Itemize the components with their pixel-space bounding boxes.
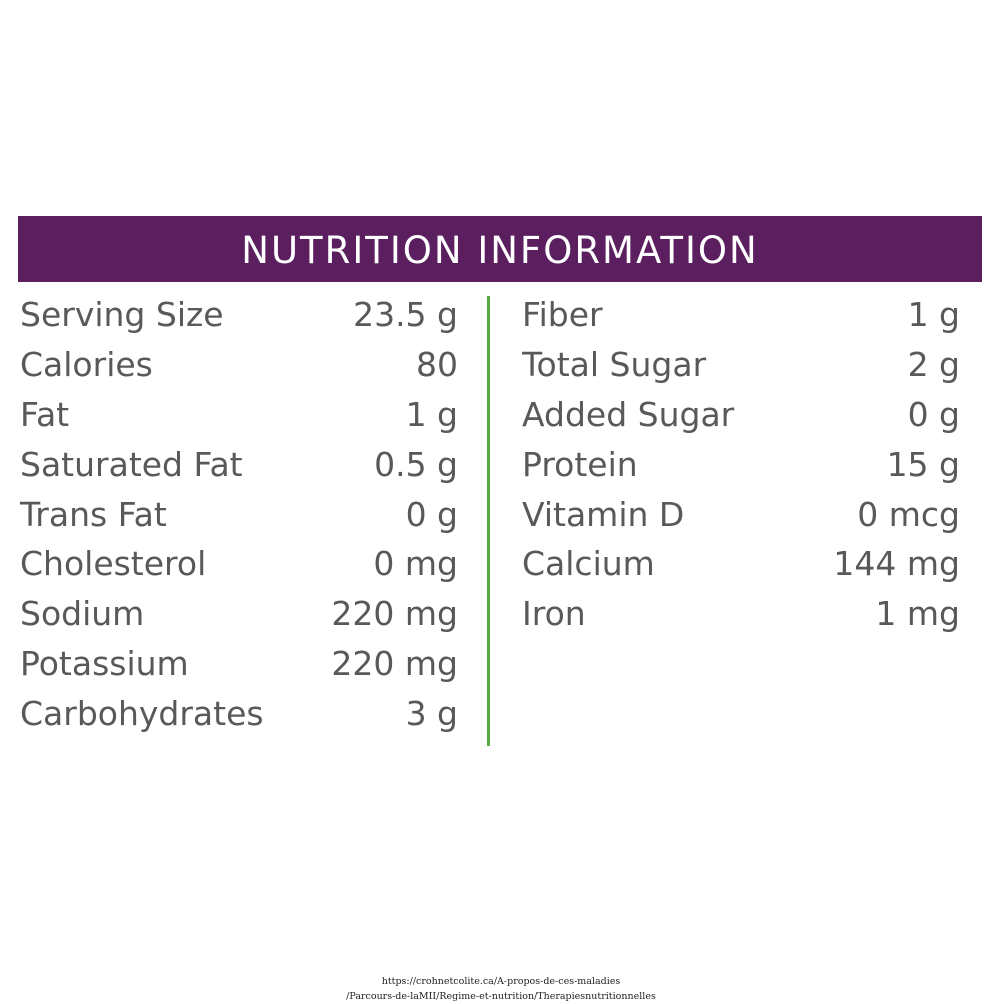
nutrient-value: 80 (416, 345, 458, 385)
list-item: Saturated Fat 0.5 g (20, 439, 458, 489)
list-item: Carbohydrates 3 g (20, 688, 458, 738)
nutrient-label: Iron (522, 594, 586, 634)
nutrient-value: 23.5 g (353, 295, 458, 335)
source-url-line-2: /Parcours-de-laMII/Regime-et-nutrition/T… (346, 991, 656, 1002)
nutrient-value: 220 mg (331, 594, 458, 634)
nutrient-value: 0.5 g (374, 444, 458, 484)
nutrition-list-right: Fiber 1 g Total Sugar 2 g Added Sugar 0 … (522, 290, 960, 639)
nutrient-value: 144 mg (833, 544, 960, 584)
list-item: Calories 80 (20, 340, 458, 390)
nutrient-value: 3 g (405, 693, 458, 733)
column-divider (487, 296, 490, 746)
list-item: Trans Fat 0 g (20, 489, 458, 539)
nutrient-label: Serving Size (20, 295, 224, 335)
list-item: Fat 1 g (20, 390, 458, 440)
list-item: Vitamin D 0 mcg (522, 489, 960, 539)
nutrient-value: 0 mcg (857, 494, 960, 534)
nutrient-label: Carbohydrates (20, 693, 264, 733)
nutrient-label: Fiber (522, 295, 603, 335)
nutrient-value: 15 g (886, 444, 960, 484)
nutrient-label: Trans Fat (20, 494, 167, 534)
nutrient-label: Potassium (20, 643, 189, 683)
list-item: Serving Size 23.5 g (20, 290, 458, 340)
header-bar: NUTRITION INFORMATION (18, 216, 982, 282)
nutrient-value: 1 g (405, 394, 458, 434)
nutrient-label: Saturated Fat (20, 444, 243, 484)
nutrient-value: 2 g (907, 345, 960, 385)
list-item: Fiber 1 g (522, 290, 960, 340)
list-item: Potassium 220 mg (20, 639, 458, 689)
nutrient-value: 0 g (405, 494, 458, 534)
nutrient-label: Total Sugar (522, 345, 707, 385)
nutrient-label: Vitamin D (522, 494, 685, 534)
nutrient-value: 220 mg (331, 643, 458, 683)
nutrition-list-left: Serving Size 23.5 g Calories 80 Fat 1 g … (20, 290, 458, 738)
nutrient-value: 1 mg (875, 594, 960, 634)
list-item: Cholesterol 0 mg (20, 539, 458, 589)
list-item: Iron 1 mg (522, 589, 960, 639)
nutrient-label: Sodium (20, 594, 145, 634)
nutrient-label: Protein (522, 444, 638, 484)
list-item: Calcium 144 mg (522, 539, 960, 589)
nutrient-label: Calories (20, 345, 153, 385)
nutrient-label: Cholesterol (20, 544, 207, 584)
list-item: Added Sugar 0 g (522, 390, 960, 440)
list-item: Total Sugar 2 g (522, 340, 960, 390)
nutrient-value: 1 g (907, 295, 960, 335)
list-item: Sodium 220 mg (20, 589, 458, 639)
nutrient-value: 0 g (907, 394, 960, 434)
source-url-line-1: https://crohnetcolite.ca/A-propos-de-ces… (381, 976, 621, 987)
nutrient-label: Added Sugar (522, 394, 735, 434)
nutrient-label: Fat (20, 394, 70, 434)
list-item: Protein 15 g (522, 439, 960, 489)
nutrient-label: Calcium (522, 544, 655, 584)
page-title: NUTRITION INFORMATION (241, 228, 759, 272)
nutrient-value: 0 mg (373, 544, 458, 584)
